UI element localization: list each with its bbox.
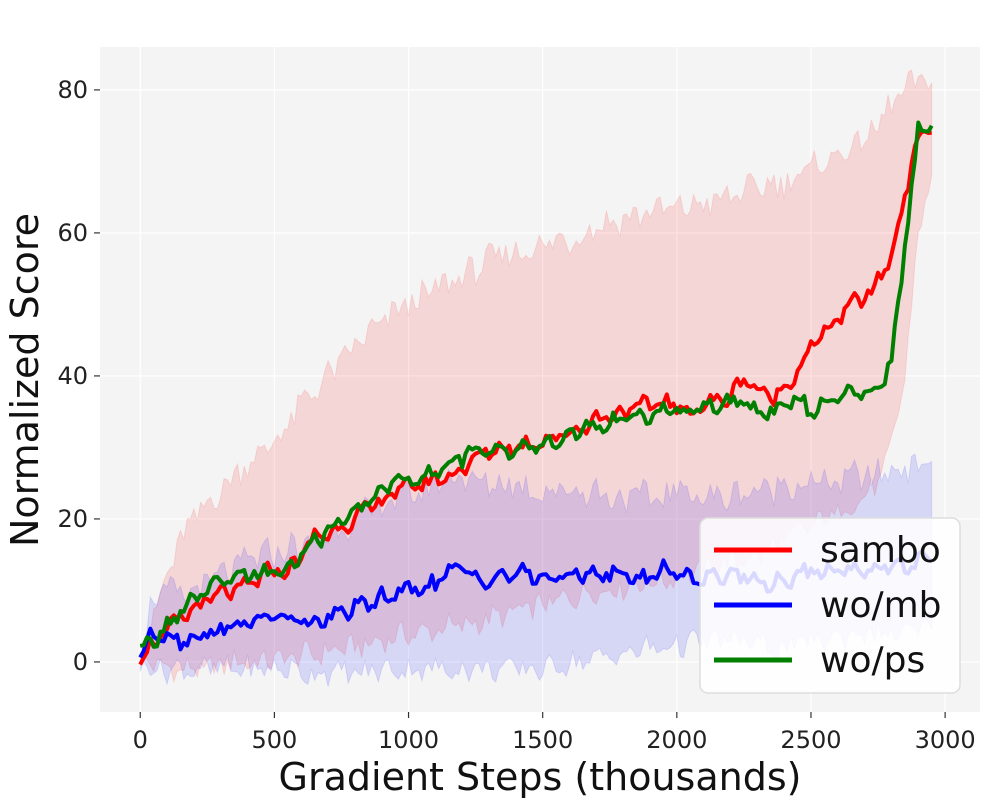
y-axis-label: Normalized Score [3,213,47,547]
y-tick-label: 80 [57,76,88,104]
x-tick-label: 2000 [646,726,707,754]
legend-label: wo/ps [820,640,925,681]
grid [100,47,980,712]
legend-label: sambo [820,530,941,571]
legend-box [699,517,961,694]
legend-label: wo/mb [820,585,942,626]
x-tick-label: 1000 [378,726,439,754]
x-tick-label: 500 [251,726,297,754]
series-line-wo-ps [139,120,934,649]
axis-ticks: 0 500 1000 1500 2000 2500 3000 0 20 40 60 80 [57,76,975,754]
x-tick-label: 0 [133,726,148,754]
y-tick-label: 60 [57,219,88,247]
y-tick-label: 20 [57,505,88,533]
y-tick-label: 40 [57,362,88,390]
x-axis-label: Gradient Steps (thousands) [279,755,802,799]
x-tick-label: 2500 [780,726,841,754]
legend: sambo wo/mb wo/ps [699,517,961,694]
x-tick-label: 1500 [512,726,573,754]
y-tick-label: 0 [73,648,88,676]
x-tick-label: 3000 [915,726,976,754]
